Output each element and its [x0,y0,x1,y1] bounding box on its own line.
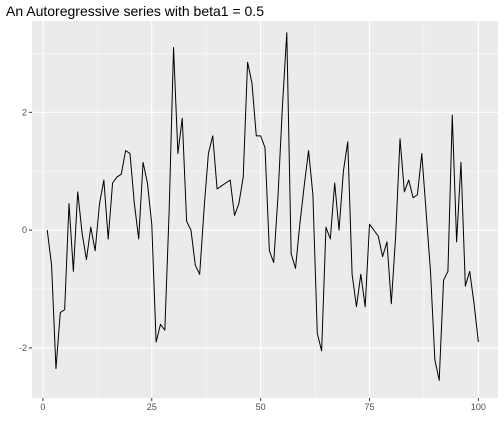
y-tick-label: 2 [22,107,27,117]
x-tick-label: 75 [365,402,375,412]
x-tick-label: 50 [256,402,266,412]
y-tick-label: 0 [22,225,27,235]
minor-grid [32,21,498,398]
major-grid [32,21,498,398]
y-tick-label: -2 [19,343,27,353]
series-line [46,32,479,381]
x-tick-label: 25 [147,402,157,412]
x-axis: 0 25 50 75 100 [40,398,486,412]
chart-title: An Autoregressive series with beta1 = 0.… [6,3,264,19]
x-tick-label: 100 [471,402,486,412]
plot-panel [32,21,498,398]
x-tick-label: 0 [40,402,45,412]
series-layer [46,32,479,381]
y-axis: -2 0 2 [19,107,32,353]
